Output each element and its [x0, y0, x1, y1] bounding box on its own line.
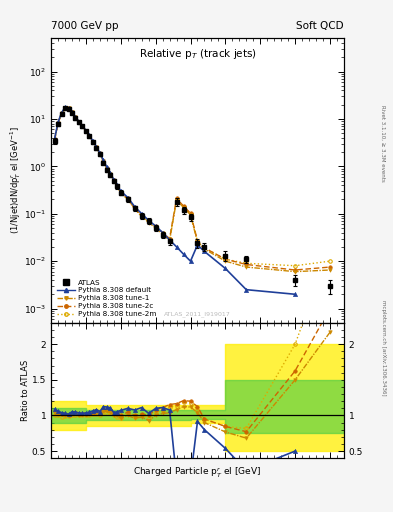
Y-axis label: Ratio to ATLAS: Ratio to ATLAS: [22, 360, 31, 421]
Text: Relative p$_{T}$ (track jets): Relative p$_{T}$ (track jets): [138, 47, 257, 61]
Text: Rivet 3.1.10, ≥ 3.3M events: Rivet 3.1.10, ≥ 3.3M events: [381, 105, 386, 182]
Text: 7000 GeV pp: 7000 GeV pp: [51, 20, 119, 31]
Y-axis label: (1/Njet)dN/dp$^{r}_{T}$ el [GeV$^{-1}$]: (1/Njet)dN/dp$^{r}_{T}$ el [GeV$^{-1}$]: [7, 127, 22, 234]
Text: Soft QCD: Soft QCD: [296, 20, 344, 31]
Text: mcplots.cern.ch [arXiv:1306.3436]: mcplots.cern.ch [arXiv:1306.3436]: [381, 301, 386, 396]
Text: ATLAS_2011_I919017: ATLAS_2011_I919017: [164, 311, 231, 317]
Legend: ATLAS, Pythia 8.308 default, Pythia 8.308 tune-1, Pythia 8.308 tune-2c, Pythia 8: ATLAS, Pythia 8.308 default, Pythia 8.30…: [55, 278, 158, 319]
X-axis label: Charged Particle p$^{r}_{T}$ el [GeV]: Charged Particle p$^{r}_{T}$ el [GeV]: [134, 466, 261, 480]
